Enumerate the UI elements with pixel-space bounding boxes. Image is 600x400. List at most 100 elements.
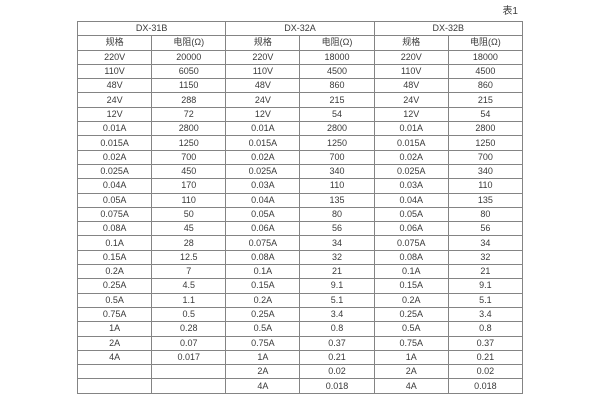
- resistance-cell: 860: [299, 78, 375, 94]
- resistance-cell: 2800: [447, 121, 524, 137]
- table-row: 0.05A 110 0.04A 135 0.04A 135: [76, 192, 524, 208]
- spec-cell: 0.075A: [76, 206, 153, 223]
- spec-cell: 1A: [225, 349, 301, 366]
- spec-cell: 0.75A: [76, 306, 153, 323]
- resistance-cell: 0.5: [151, 306, 227, 323]
- spec-cell: 4A: [373, 378, 449, 394]
- spec-cell: 110V: [373, 63, 449, 80]
- column-header-resistance: 电阻(Ω): [151, 35, 227, 51]
- resistance-cell: 288: [151, 92, 227, 108]
- column-header-resistance: 电阻(Ω): [299, 35, 375, 51]
- resistance-cell: 18000: [299, 49, 375, 65]
- spec-cell: 220V: [76, 49, 153, 65]
- spec-cell: [76, 378, 153, 394]
- resistance-cell: 2800: [299, 121, 375, 137]
- resistance-cell: 34: [299, 235, 375, 251]
- group-header-dx-31b: DX-31B: [76, 20, 227, 37]
- spec-cell: 1A: [373, 349, 449, 366]
- resistance-cell: 21: [447, 264, 524, 280]
- resistance-cell: 3.4: [299, 306, 375, 323]
- spec-cell: 48V: [373, 78, 449, 94]
- resistance-cell: 4500: [299, 63, 375, 80]
- spec-cell: 0.02A: [76, 149, 153, 165]
- table-row: 24V 288 24V 215 24V 215: [76, 92, 524, 108]
- resistance-cell: 54: [447, 106, 524, 123]
- resistance-cell: 0.018: [447, 378, 524, 394]
- resistance-spec-table: DX-31B DX-32A DX-32B 规格 电阻(Ω) 规格 电阻(Ω) 规…: [76, 20, 524, 394]
- resistance-cell: 0.28: [151, 321, 227, 337]
- spec-cell: 0.1A: [225, 264, 301, 280]
- spec-cell: 0.05A: [76, 192, 153, 208]
- spec-cell: 0.05A: [373, 206, 449, 223]
- resistance-cell: 170: [151, 178, 227, 194]
- spec-cell: 0.05A: [225, 206, 301, 223]
- resistance-cell: 80: [299, 206, 375, 223]
- column-header-spec: 规格: [373, 35, 449, 51]
- resistance-cell: 34: [447, 235, 524, 251]
- spec-cell: 4A: [76, 349, 153, 366]
- spec-cell: 0.1A: [76, 235, 153, 251]
- table-row: 0.5A 1.1 0.2A 5.1 0.2A 5.1: [76, 292, 524, 308]
- resistance-cell: 860: [447, 78, 524, 94]
- spec-cell: 0.015A: [373, 135, 449, 151]
- table-row: 2A 0.02 2A 0.02: [76, 364, 524, 380]
- resistance-cell: 0.018: [299, 378, 375, 394]
- spec-cell: 0.075A: [225, 235, 301, 251]
- resistance-cell: 45: [151, 221, 227, 237]
- table-row: 110V 6050 110V 4500 110V 4500: [76, 63, 524, 80]
- group-header-row: DX-31B DX-32A DX-32B: [76, 20, 524, 37]
- spec-cell: 0.01A: [373, 121, 449, 137]
- resistance-cell: 72: [151, 106, 227, 123]
- table-row: 0.08A 45 0.06A 56 0.06A 56: [76, 221, 524, 237]
- resistance-cell: 20000: [151, 49, 227, 65]
- spec-cell: 0.08A: [76, 221, 153, 237]
- spec-cell: 1A: [76, 321, 153, 337]
- spec-cell: 24V: [373, 92, 449, 108]
- spec-cell: 0.03A: [225, 178, 301, 194]
- spec-cell: 48V: [76, 78, 153, 94]
- resistance-cell: 1250: [447, 135, 524, 151]
- resistance-cell: 0.02: [447, 364, 524, 380]
- table-body: 220V 20000 220V 18000 220V 18000 110V 6050 110V 4…: [76, 49, 524, 394]
- spec-cell: 0.02A: [225, 149, 301, 165]
- spec-cell: 0.25A: [373, 306, 449, 323]
- table-row: 4A 0.018 4A 0.018: [76, 378, 524, 394]
- resistance-cell: 80: [447, 206, 524, 223]
- resistance-cell: 3.4: [447, 306, 524, 323]
- resistance-cell: 215: [299, 92, 375, 108]
- spec-cell: 0.5A: [76, 292, 153, 308]
- spec-cell: 0.15A: [373, 278, 449, 294]
- spec-cell: 0.08A: [225, 249, 301, 266]
- spec-cell: 110V: [225, 63, 301, 80]
- resistance-cell: 28: [151, 235, 227, 251]
- spec-cell: 110V: [76, 63, 153, 80]
- table-row: 0.15A 12.5 0.08A 32 0.08A 32: [76, 249, 524, 266]
- spec-cell: 220V: [225, 49, 301, 65]
- resistance-cell: 450: [151, 163, 227, 180]
- table-row: 0.04A 170 0.03A 110 0.03A 110: [76, 178, 524, 194]
- resistance-cell: 56: [299, 221, 375, 237]
- resistance-cell: 0.8: [447, 321, 524, 337]
- spec-cell: 0.025A: [225, 163, 301, 180]
- spec-cell: 0.06A: [373, 221, 449, 237]
- resistance-cell: 0.21: [299, 349, 375, 366]
- resistance-cell: 6050: [151, 63, 227, 80]
- spec-cell: 24V: [76, 92, 153, 108]
- spec-cell: 0.75A: [225, 335, 301, 351]
- spec-cell: 0.01A: [76, 121, 153, 137]
- group-header-dx-32b: DX-32B: [373, 20, 524, 37]
- spec-cell: 0.25A: [225, 306, 301, 323]
- resistance-cell: 0.37: [299, 335, 375, 351]
- resistance-cell: 18000: [447, 49, 524, 65]
- spec-cell: 0.075A: [373, 235, 449, 251]
- spec-cell: 2A: [76, 335, 153, 351]
- resistance-cell: 12.5: [151, 249, 227, 266]
- resistance-cell: 110: [299, 178, 375, 194]
- table-row: 0.25A 4.5 0.15A 9.1 0.15A 9.1: [76, 278, 524, 294]
- spec-cell: 0.08A: [373, 249, 449, 266]
- resistance-cell: [151, 378, 227, 394]
- spec-cell: 24V: [225, 92, 301, 108]
- resistance-cell: 0.8: [299, 321, 375, 337]
- resistance-cell: 32: [447, 249, 524, 266]
- resistance-cell: 4.5: [151, 278, 227, 294]
